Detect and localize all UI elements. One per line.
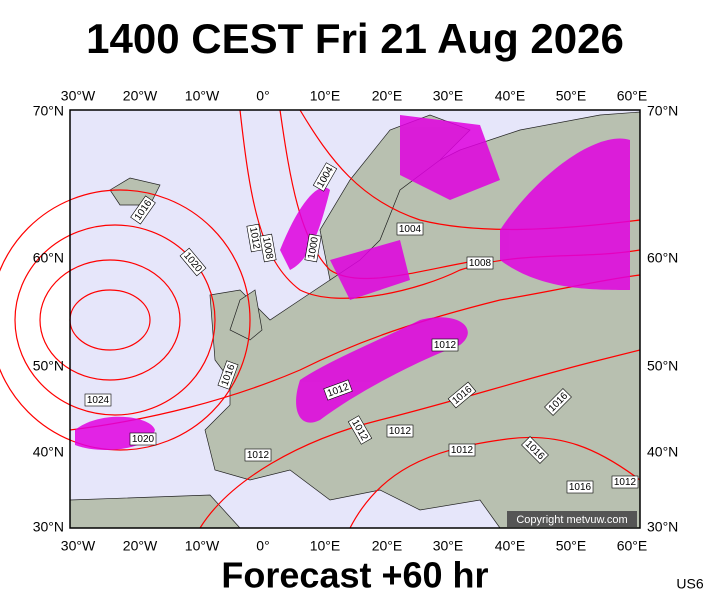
longitude-label: 30°E — [433, 538, 464, 554]
longitude-label: 20°W — [123, 88, 158, 104]
copyright-box — [507, 511, 637, 527]
latitude-label: 70°N — [647, 103, 678, 119]
longitude-label: 0° — [256, 88, 269, 104]
isobar-label-box — [566, 480, 594, 494]
latitude-label: 40°N — [33, 444, 64, 460]
isobar-label: 1020 — [129, 432, 157, 446]
isobar-value: 1004 — [399, 224, 422, 235]
isobar-value: 1012 — [389, 426, 412, 437]
latitude-label: 50°N — [33, 358, 64, 374]
isobar-label-box — [521, 436, 549, 464]
longitude-label: 20°E — [372, 88, 403, 104]
isobar-label: 1004 — [396, 222, 424, 236]
isobar-label: 1012 — [611, 475, 639, 489]
isobar-label-box — [179, 247, 207, 277]
isobar-value: 1012 — [247, 450, 270, 461]
isobar-label: 1012 — [431, 338, 459, 352]
isobar-label: 1012 — [386, 424, 414, 438]
longitude-label: 20°E — [372, 538, 403, 554]
isobar-label: 1012 — [244, 448, 272, 462]
latitude-label: 30°N — [33, 519, 64, 535]
longitude-label: 20°W — [123, 538, 158, 554]
isobar-label: 1008 — [466, 256, 494, 270]
isobar-label-box — [259, 233, 277, 263]
isobar-label: 1012 — [448, 443, 476, 457]
longitude-label: 0° — [256, 538, 269, 554]
isobar-label-box — [312, 162, 338, 192]
model-code: US6 — [676, 576, 703, 592]
isobar-label-box — [448, 443, 476, 457]
latitude-label: 30°N — [647, 519, 678, 535]
isobar-label-box — [217, 360, 239, 390]
isobar-label-box — [386, 424, 414, 438]
isobar-label-box — [84, 393, 112, 407]
longitude-label: 10°E — [310, 88, 341, 104]
title: 1400 CEST Fri 21 Aug 2026 — [86, 15, 624, 62]
copyright: Copyright metvuw.com — [516, 514, 627, 526]
isobar-label: 1000 — [304, 233, 322, 263]
latitude-label: 60°N — [33, 250, 64, 266]
longitude-label: 10°W — [185, 88, 220, 104]
longitude-label: 40°E — [495, 538, 526, 554]
isobar-label-box — [323, 379, 353, 401]
isobar-label-box — [611, 475, 639, 489]
longitude-label: 60°E — [617, 538, 648, 554]
isobar-label-box — [130, 195, 156, 225]
map-frame — [69, 109, 641, 529]
isobar-value: 1012 — [614, 477, 637, 488]
longitude-label: 50°E — [556, 538, 587, 554]
isobar-label-box — [304, 233, 322, 263]
isobar-value: 1012 — [247, 226, 262, 250]
latitude-label: 40°N — [647, 444, 678, 460]
latitude-label: 60°N — [647, 250, 678, 266]
forecast-label: Forecast +60 hr — [221, 555, 488, 596]
isobar-value: 1012 — [451, 445, 474, 456]
isobar-label-box — [431, 338, 459, 352]
isobar-label-box — [466, 256, 494, 270]
isobar-value: 1008 — [469, 258, 492, 269]
latitude-label: 50°N — [647, 358, 678, 374]
isobar-value: 1016 — [569, 482, 592, 493]
isobar-label: 1012 — [246, 223, 264, 253]
longitude-label: 30°W — [61, 88, 96, 104]
isobar-value: 1024 — [87, 395, 110, 406]
isobar-value: 1020 — [132, 434, 155, 445]
longitude-label: 40°E — [495, 88, 526, 104]
isobar-label: 1024 — [84, 393, 112, 407]
isobar-value: 1012 — [434, 340, 457, 351]
isobar-label-box — [347, 415, 373, 445]
longitude-label: 50°E — [556, 88, 587, 104]
map-area: Copyright metvuw.com — [0, 109, 641, 529]
longitude-label: 30°E — [433, 88, 464, 104]
isobar-value: 1000 — [306, 236, 321, 260]
isobar-label: 1008 — [259, 233, 277, 263]
longitude-label: 10°W — [185, 538, 220, 554]
longitude-label: 30°W — [61, 538, 96, 554]
isobar-label-box — [129, 432, 157, 446]
isobar-value: 1008 — [260, 236, 275, 260]
isobar-label-box — [396, 222, 424, 236]
longitude-label: 10°E — [310, 538, 341, 554]
isobar-label-box — [544, 388, 572, 416]
isobar-label: 1016 — [566, 480, 594, 494]
isobar-label-box — [447, 381, 477, 409]
latitude-label: 70°N — [33, 103, 64, 119]
isobar-label-box — [244, 448, 272, 462]
longitude-label: 60°E — [617, 88, 648, 104]
